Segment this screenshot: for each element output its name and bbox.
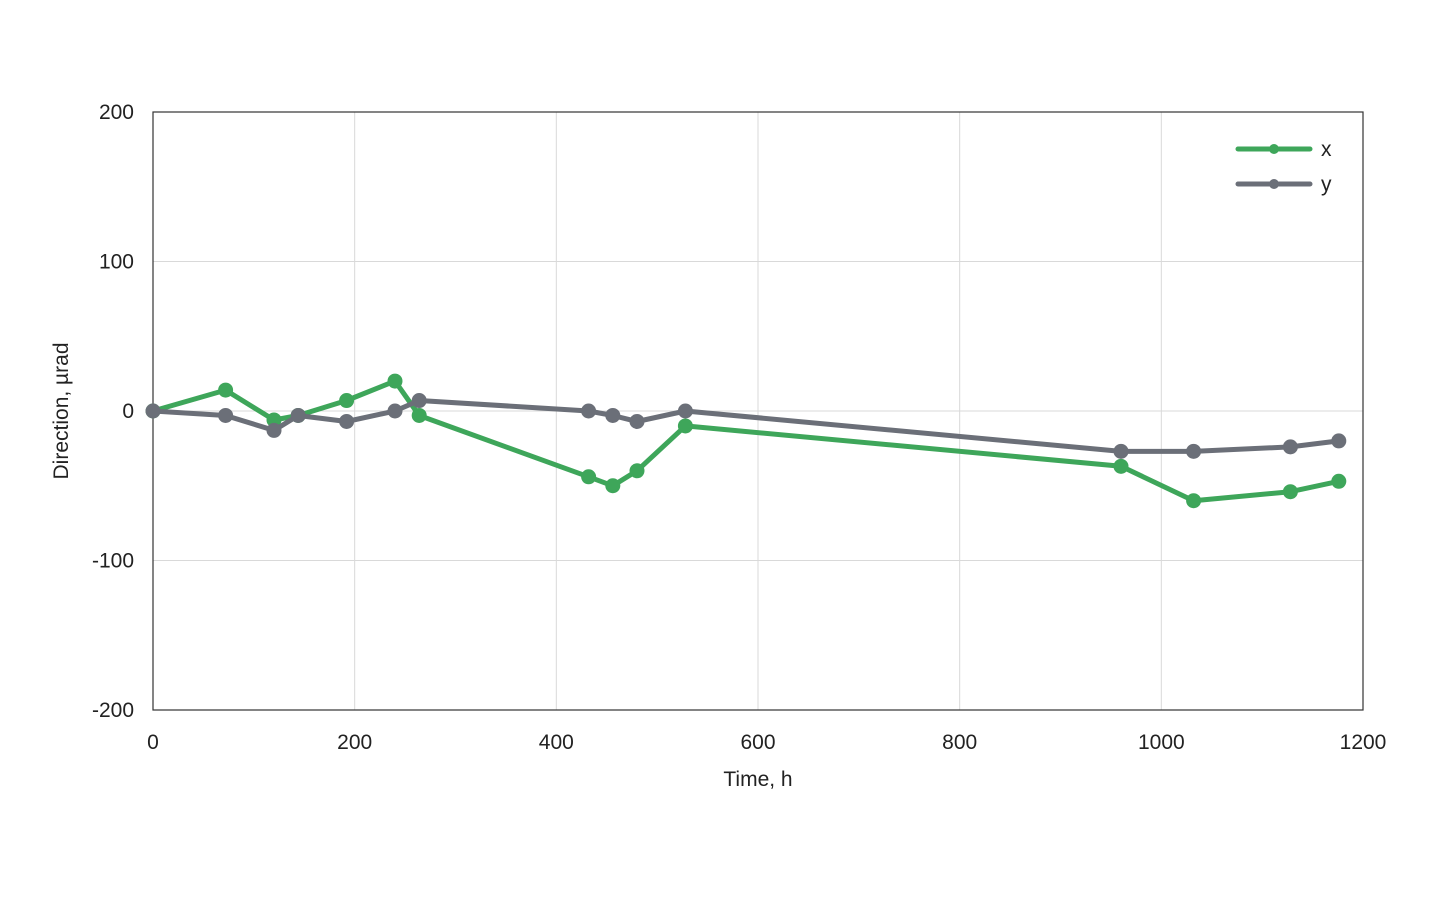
data-point-y — [1186, 443, 1202, 459]
data-point-y — [677, 403, 693, 419]
data-point-x — [581, 469, 597, 485]
legend-label: y — [1321, 173, 1332, 196]
series-group — [145, 373, 1347, 509]
x-tick-label: 1000 — [1138, 731, 1185, 754]
legend: xy — [1235, 138, 1332, 196]
data-point-x — [629, 463, 645, 479]
legend-item-x: x — [1235, 138, 1332, 161]
series-y — [145, 393, 1347, 459]
data-point-x — [1113, 458, 1129, 474]
y-axis-label: Direction, µrad — [50, 343, 73, 480]
data-point-x — [605, 478, 621, 494]
data-point-y — [629, 413, 645, 429]
legend-item-y: y — [1235, 173, 1332, 196]
data-point-y — [411, 393, 427, 409]
x-tick-label: 600 — [740, 731, 775, 754]
data-point-y — [1113, 443, 1129, 459]
data-point-x — [1282, 484, 1298, 500]
x-tick-label: 1200 — [1340, 731, 1387, 754]
data-point-y — [145, 403, 161, 419]
data-point-x — [387, 373, 403, 389]
grid-lines — [152, 111, 1364, 711]
series-x — [145, 373, 1347, 509]
data-point-y — [387, 403, 403, 419]
x-tick-label: 200 — [337, 731, 372, 754]
x-axis-label: Time, h — [723, 768, 792, 791]
data-point-y — [605, 407, 621, 423]
data-point-x — [1186, 493, 1202, 509]
data-point-y — [290, 407, 306, 423]
legend-label: x — [1321, 138, 1332, 161]
y-tick-label: 200 — [99, 101, 134, 124]
data-point-y — [581, 403, 597, 419]
data-point-x — [411, 407, 427, 423]
data-point-y — [1282, 439, 1298, 455]
x-tick-label: 400 — [539, 731, 574, 754]
x-tick-label: 0 — [147, 731, 159, 754]
tick-labels: 0 200 400 600 800 1000 1200 -200 -100 0 100 200 — [92, 101, 1386, 754]
y-tick-label: -200 — [92, 699, 134, 722]
data-point-x — [218, 382, 234, 398]
data-point-x — [677, 418, 693, 434]
data-point-y — [218, 407, 234, 423]
data-point-y — [266, 422, 282, 438]
y-tick-label: -100 — [92, 550, 134, 573]
data-point-y — [339, 413, 355, 429]
y-tick-label: 100 — [99, 251, 134, 274]
data-point-x — [266, 412, 282, 428]
data-point-y — [1331, 433, 1347, 449]
legend-marker — [1269, 179, 1279, 189]
data-point-x — [1331, 473, 1347, 489]
x-tick-label: 800 — [942, 731, 977, 754]
y-tick-label: 0 — [122, 400, 134, 423]
legend-marker — [1269, 144, 1279, 154]
data-point-x — [339, 393, 355, 409]
